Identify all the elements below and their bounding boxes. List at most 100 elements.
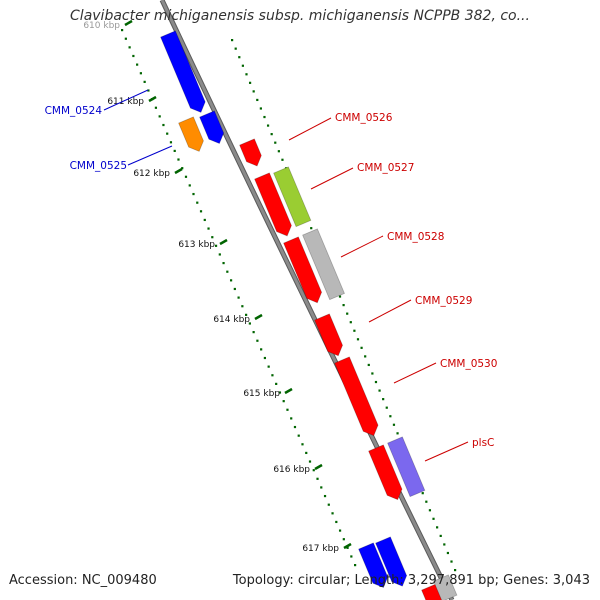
inner-tick-dot: [256, 339, 259, 342]
outer-tick-dot: [248, 81, 252, 84]
outer-tick-dot: [346, 312, 349, 315]
outer-tick-dot: [356, 338, 360, 341]
gene-label-cmm-0526[interactable]: CMM_0526: [335, 112, 393, 124]
inner-tick-dot: [282, 400, 285, 403]
inner-tick-dot: [166, 132, 169, 135]
outer-tick-dot: [454, 569, 457, 572]
gene-plsc[interactable]: [387, 436, 426, 498]
tick-label: 612 kbp: [133, 169, 170, 179]
major-tick: [174, 167, 183, 175]
outer-tick-dot: [263, 115, 266, 119]
outer-tick-dot: [436, 526, 439, 529]
inner-tick-dot: [162, 123, 165, 127]
inner-tick-dot: [312, 469, 315, 472]
inner-tick-dot: [222, 261, 225, 265]
gene-label-cmm-0524[interactable]: CMM_0524: [45, 105, 103, 117]
outer-tick-dot: [231, 39, 234, 42]
gene-label-cmm-0529[interactable]: CMM_0529: [415, 295, 472, 307]
outer-tick-dot: [396, 432, 399, 435]
inner-tick-dot: [275, 382, 278, 385]
inner-tick-dot: [320, 486, 323, 489]
gene-cmm-0524[interactable]: [160, 30, 206, 113]
inner-tick-dot: [211, 236, 214, 239]
inner-tick-dot: [218, 253, 221, 256]
inner-tick-dot: [271, 374, 274, 377]
inner-tick-dot: [207, 227, 210, 230]
inner-tick-dot: [226, 270, 229, 273]
outer-tick-dot: [371, 372, 374, 375]
outer-tick-dot: [266, 124, 270, 127]
inner-tick-dot: [241, 305, 244, 308]
inner-tick-dot: [233, 287, 236, 291]
inner-tick-dot: [196, 201, 199, 204]
outer-tick-dot: [392, 423, 396, 426]
outer-tick-dot: [353, 329, 356, 332]
outer-tick-dot: [360, 346, 363, 349]
inner-tick-dot: [354, 564, 357, 567]
gene-red-lower[interactable]: [368, 444, 403, 501]
gene-label-cmm-0530[interactable]: CMM_0530: [440, 358, 497, 370]
outer-tick-dot: [450, 560, 453, 563]
outer-tick-dot: [259, 107, 262, 110]
gene-cmm-0530[interactable]: [334, 356, 379, 437]
inner-tick-dot: [308, 460, 312, 463]
inner-tick-dot: [316, 477, 319, 480]
gene-blue-bottom-a[interactable]: [358, 542, 389, 589]
tick-label: 614 kbp: [213, 315, 250, 325]
tick-label: 611 kbp: [107, 97, 144, 107]
inner-tick-dot: [184, 175, 188, 178]
gene-label-cmm-0528[interactable]: CMM_0528: [387, 231, 444, 243]
inner-tick-dot: [278, 391, 282, 394]
outer-tick-dot: [428, 509, 432, 512]
inner-tick-dot: [188, 184, 191, 187]
gene-cmm-0527[interactable]: [273, 166, 312, 228]
major-tick: [148, 95, 157, 103]
outer-tick-dot: [310, 227, 313, 230]
outer-tick-dot: [446, 551, 450, 555]
gene-label-plsc[interactable]: plsC: [472, 437, 494, 449]
inner-tick-dot: [203, 218, 206, 222]
gene-blue-bottom-b[interactable]: [375, 536, 408, 587]
inner-tick-dot: [177, 158, 180, 161]
inner-tick-dot: [342, 538, 345, 541]
gene-leader-line: [368, 299, 412, 323]
gene-gray-bottom[interactable]: [433, 574, 458, 600]
outer-tick-dot: [382, 398, 385, 401]
gene-blue-small[interactable]: [199, 110, 225, 145]
gene-leader-line: [424, 441, 469, 462]
inner-tick-dot: [124, 37, 127, 40]
inner-tick-dot: [263, 356, 267, 360]
inner-tick-dot: [293, 425, 297, 429]
gene-red-0527-strand[interactable]: [254, 172, 292, 237]
gene-cmm-0526[interactable]: [239, 138, 262, 167]
inner-tick-dot: [237, 296, 240, 299]
map-title: Clavibacter michiganensis subsp. michiga…: [70, 8, 530, 24]
gene-cmm-0529[interactable]: [314, 313, 343, 357]
major-tick: [314, 463, 323, 471]
outer-tick-dot: [385, 406, 388, 409]
outer-tick-dot: [342, 304, 345, 307]
gene-label-cmm-0527[interactable]: CMM_0527: [357, 162, 414, 174]
inner-tick-dot: [214, 244, 218, 247]
inner-tick-dot: [169, 141, 173, 144]
inner-tick-dot: [132, 54, 135, 58]
major-tick: [343, 542, 352, 550]
outer-tick-dot: [425, 500, 428, 503]
gene-leader-line: [393, 362, 437, 384]
gene-leader-line: [310, 167, 354, 190]
inner-tick-dot: [192, 192, 195, 196]
outer-tick-dot: [421, 492, 424, 495]
outer-tick-dot: [367, 363, 370, 367]
gene-leader-line: [340, 235, 384, 258]
outer-tick-dot: [378, 389, 381, 392]
inner-tick-dot: [267, 365, 270, 368]
inner-tick-dot: [121, 29, 124, 32]
gene-label-cmm-0525[interactable]: CMM_0525: [70, 160, 127, 172]
gene-cmm-0528[interactable]: [302, 228, 346, 301]
outer-tick-dot: [241, 64, 244, 67]
inner-tick-dot: [335, 520, 338, 524]
gene-cmm-0525[interactable]: [178, 116, 204, 152]
inner-tick-dot: [301, 443, 304, 446]
gene-red-0528-strand[interactable]: [283, 236, 323, 304]
inner-tick-dot: [181, 167, 184, 170]
